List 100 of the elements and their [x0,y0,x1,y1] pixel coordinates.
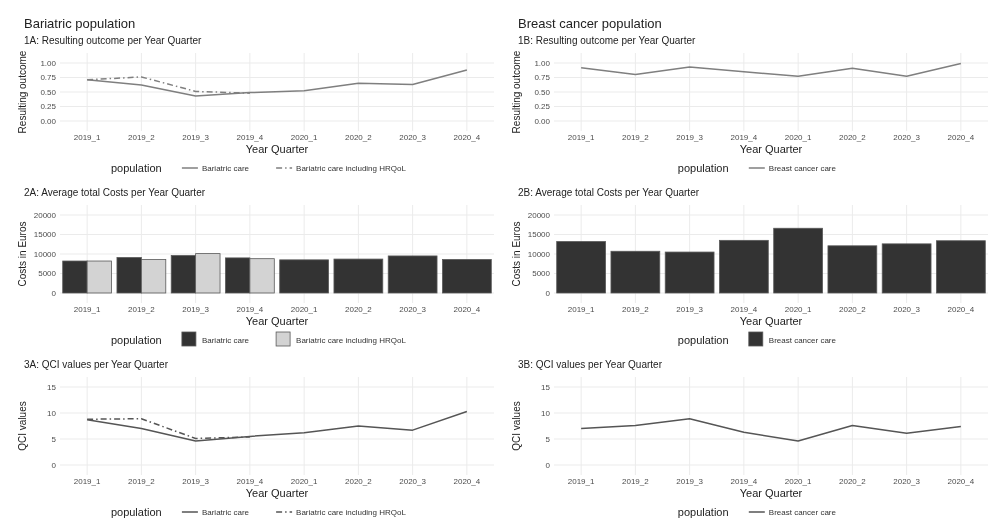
x-axis-title: Year Quarter [739,487,803,499]
y-tick-label: 0.75 [534,73,551,83]
y-tick-label: 15000 [33,230,57,240]
chart-title: 2A: Average total Costs per Year Quarter [24,187,206,198]
y-tick-label: 15 [47,382,57,392]
x-tick-label: 2019_1 [567,133,596,142]
x-tick-label: 2020_4 [947,305,975,314]
x-tick-label: 2019_4 [730,133,758,142]
x-tick-label: 2019_2 [128,477,156,486]
x-tick-label: 2019_4 [236,305,264,314]
y-tick-label: 0 [51,288,57,298]
x-tick-label: 2020_4 [947,133,975,142]
line-series [580,62,962,78]
x-tick-label: 2020_2 [345,305,373,314]
x-tick-label: 2020_4 [947,477,975,486]
x-tick-label: 2020_3 [893,133,921,142]
x-tick-label: 2020_3 [893,305,921,314]
chart-subtitle: 1B: Resulting outcome per Year Quarter [518,35,696,46]
x-tick-label: 2020_2 [345,133,373,142]
x-axis-title: Year Quarter [245,315,309,327]
y-axis-title: Resulting outcome [511,50,522,134]
y-tick-label: 15 [541,382,551,392]
x-tick-label: 2020_2 [345,477,373,486]
y-tick-label: 15000 [527,230,551,240]
x-tick-label: 2020_4 [453,133,481,142]
x-tick-label: 2019_3 [676,133,704,142]
legend-label: Breast cancer care [768,336,837,345]
x-tick-label: 2020_4 [453,305,481,314]
x-tick-label: 2020_2 [839,133,867,142]
y-tick-label: 10 [47,408,57,418]
legend-title: population [677,162,729,174]
x-tick-label: 2020_1 [784,133,813,142]
x-tick-label: 2020_3 [399,133,427,142]
y-tick-label: 1.00 [534,58,551,68]
chart-title: 3B: QCI values per Year Quarter [518,359,663,370]
y-tick-label: 5 [545,434,551,444]
x-tick-label: 2019_1 [73,133,102,142]
legend-label: Bariatric care including HRQoL [296,336,407,345]
x-tick-label: 2019_2 [128,133,156,142]
y-axis-title: Resulting outcome [17,50,28,134]
chart-title: Bariatric population [24,16,136,31]
chart-title: 3A: QCI values per Year Quarter [24,359,169,370]
y-tick-label: 10000 [527,249,551,259]
line-series [580,417,962,442]
x-tick-label: 2020_1 [784,305,813,314]
y-axis-title: QCI values [17,401,28,451]
x-tick-label: 2019_2 [622,477,650,486]
legend-label: Bariatric care [201,336,250,345]
legend-title: population [110,506,162,518]
bar [556,241,606,294]
x-tick-label: 2020_1 [784,477,813,486]
x-tick-label: 2019_3 [676,477,704,486]
y-axis-title: QCI values [511,401,522,451]
x-tick-label: 2020_3 [399,477,427,486]
y-tick-label: 20000 [527,210,551,220]
y-tick-label: 0 [51,460,57,470]
y-axis-title: Costs in Euros [511,221,522,287]
x-tick-label: 2019_4 [730,477,758,486]
legend-title: population [110,334,162,346]
x-tick-label: 2020_1 [290,305,319,314]
x-tick-label: 2019_1 [73,477,102,486]
x-axis-title: Year Quarter [245,487,309,499]
x-tick-label: 2020_1 [290,133,319,142]
x-tick-label: 2020_1 [290,477,319,486]
y-tick-label: 0.00 [40,116,57,126]
x-tick-label: 2020_3 [399,305,427,314]
legend-label: Bariatric care including HRQoL [296,508,407,517]
x-axis-title: Year Quarter [739,315,803,327]
bar [827,245,878,294]
bar [881,243,932,294]
x-tick-label: 2020_2 [839,477,867,486]
legend-label: Breast cancer care [768,164,837,173]
chart-title: 2B: Average total Costs per Year Quarter [518,187,700,198]
x-tick-label: 2019_4 [236,133,264,142]
x-tick-label: 2019_4 [236,477,264,486]
legend-title: population [677,506,729,518]
chart-subtitle: 1A: Resulting outcome per Year Quarter [24,35,202,46]
y-tick-label: 5 [51,434,57,444]
x-tick-label: 2019_1 [567,477,596,486]
x-axis-title: Year Quarter [245,143,309,155]
y-tick-label: 5000 [38,269,57,279]
bar [773,227,823,294]
legend-title: population [677,334,729,346]
y-tick-label: 1.00 [40,58,57,68]
x-tick-label: 2019_1 [567,305,596,314]
x-tick-label: 2019_3 [182,133,210,142]
x-tick-label: 2019_3 [182,305,210,314]
x-tick-label: 2019_3 [182,477,210,486]
legend-label: Bariatric care [201,508,250,517]
x-tick-label: 2019_1 [73,305,102,314]
x-tick-label: 2020_2 [839,305,867,314]
y-tick-label: 0 [545,288,551,298]
x-tick-label: 2019_2 [622,305,650,314]
x-tick-label: 2019_4 [730,305,758,314]
bar [719,239,769,294]
x-tick-label: 2019_2 [128,305,156,314]
y-tick-label: 0.25 [40,102,57,112]
y-tick-label: 0.50 [40,87,57,97]
y-tick-label: 0.25 [534,102,551,112]
bar [610,250,661,294]
